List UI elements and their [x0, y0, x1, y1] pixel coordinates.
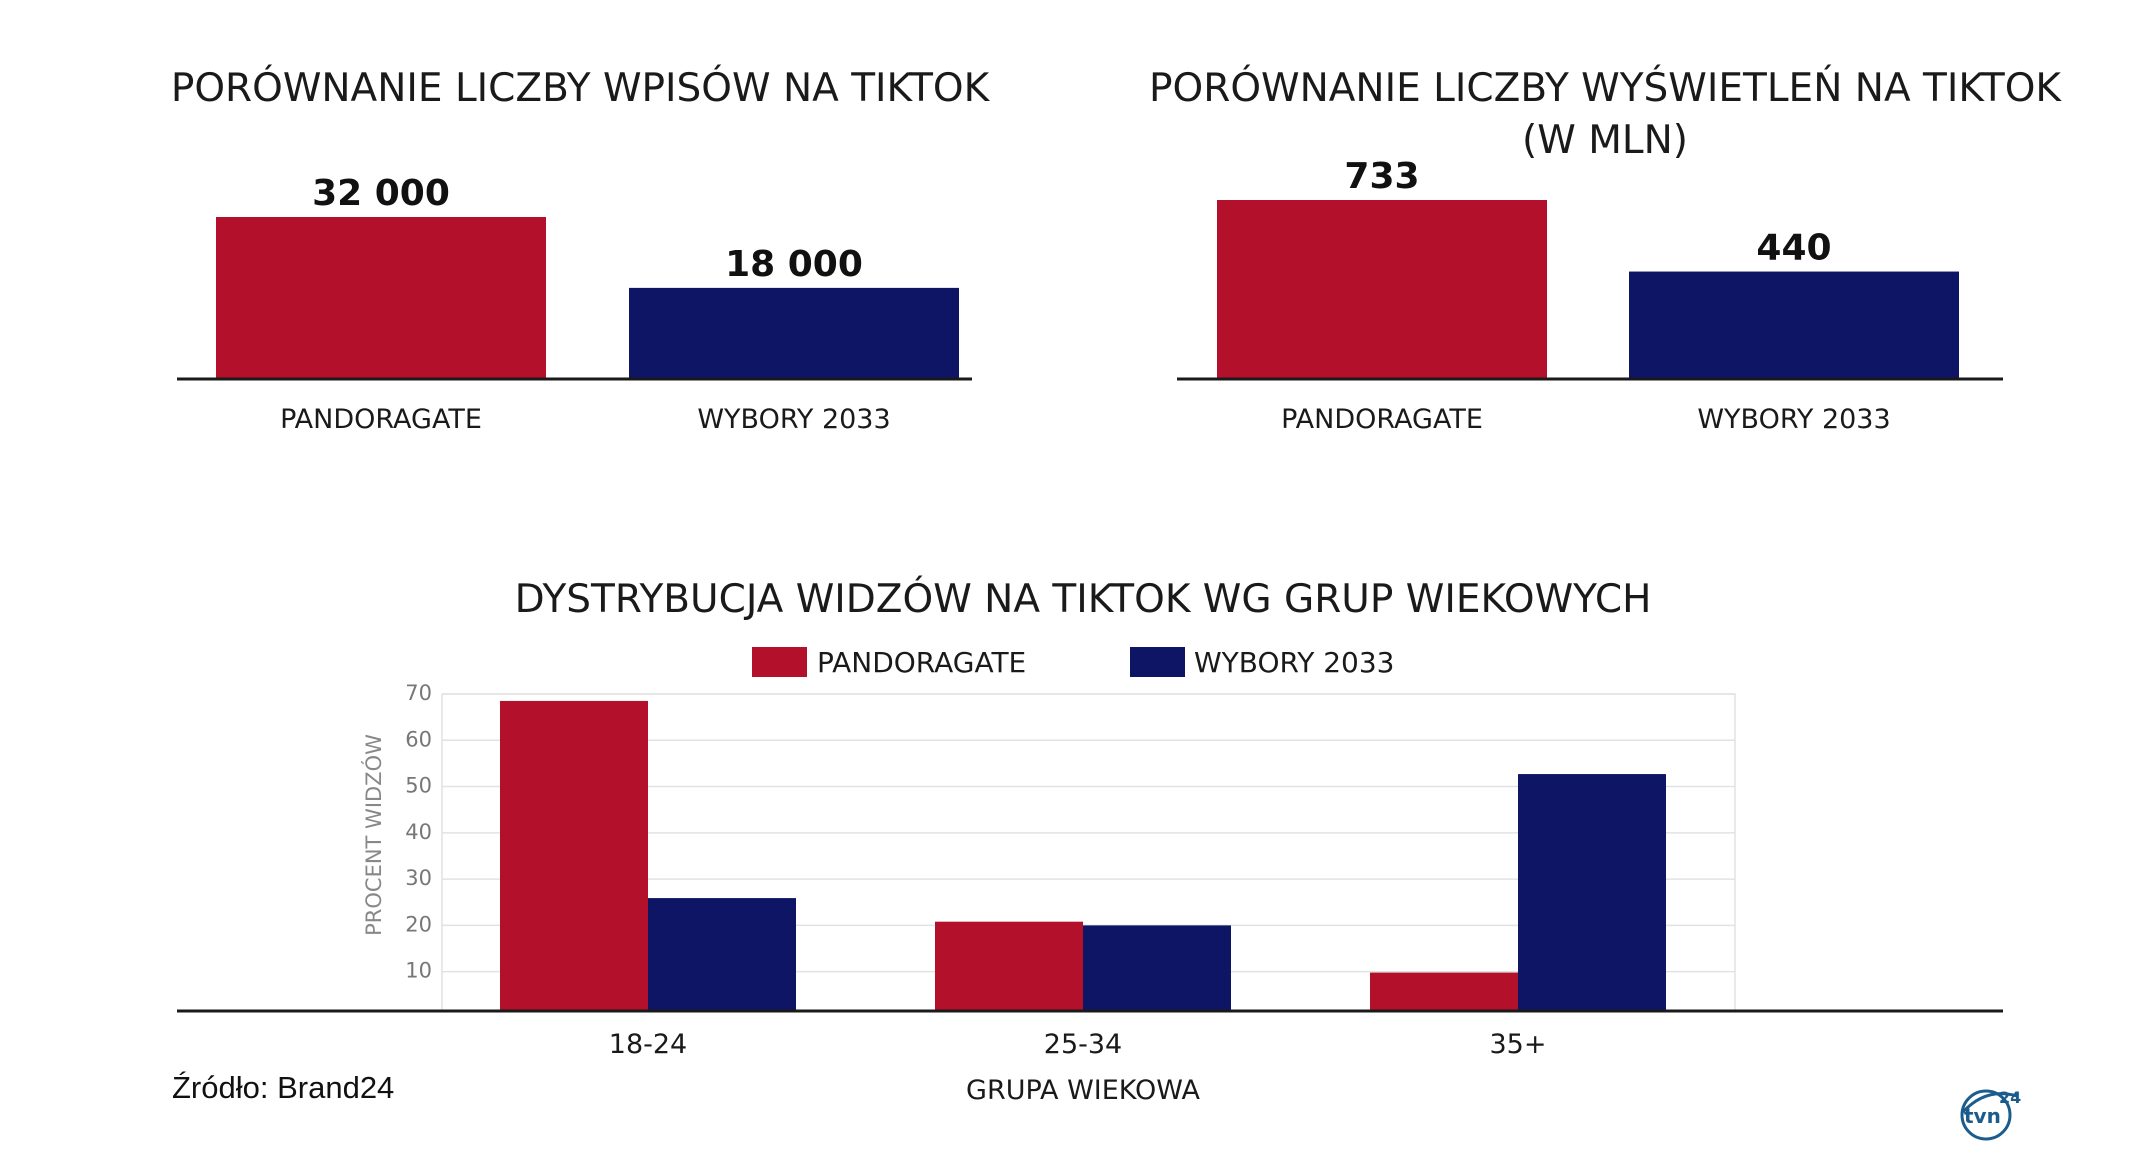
tvn24-logo-icon: tvn 24 [1960, 1088, 2021, 1141]
chart-title: DYSTRYBUCJA WIDZÓW NA TIKTOK WG GRUP WIE… [515, 575, 1652, 622]
legend-swatch [1130, 647, 1185, 677]
legend-label: WYBORY 2033 [1194, 646, 1394, 679]
chart-title: PORÓWNANIE LICZBY WYŚWIETLEŃ NA TIKTOK [1149, 64, 2062, 111]
bar-pandoragate-18-24 [500, 700, 648, 1011]
bar-pandoragate [1217, 200, 1547, 379]
logo-suffix: 24 [1999, 1088, 2021, 1107]
bar-pandoragate [216, 217, 546, 379]
x-tick-label: 25-34 [1044, 1029, 1122, 1060]
data-label: 18 000 [725, 244, 863, 285]
x-axis-title: GRUPA WIEKOWA [966, 1075, 1200, 1106]
bar-wybory-2033-35+ [1518, 774, 1666, 1011]
category-label: PANDORAGATE [280, 404, 482, 435]
y-tick-label: 60 [405, 727, 432, 751]
y-axis-title: PROCENT WIDZÓW [361, 734, 386, 936]
y-tick-label: 40 [405, 820, 432, 844]
category-label: WYBORY 2033 [1697, 404, 1890, 435]
y-tick-label: 70 [405, 681, 432, 705]
data-label: 32 000 [312, 173, 450, 214]
bar-wybory-2033 [629, 287, 959, 379]
category-label: WYBORY 2033 [697, 404, 890, 435]
x-tick-label: 18-24 [609, 1029, 687, 1060]
y-tick-label: 10 [405, 959, 432, 983]
legend-swatch [752, 647, 807, 677]
y-tick-label: 20 [405, 912, 432, 936]
bar-pandoragate-25-34 [935, 921, 1083, 1011]
category-label: PANDORAGATE [1281, 404, 1483, 435]
bar-wybory-2033-18-24 [648, 898, 796, 1011]
y-tick-label: 50 [405, 774, 432, 798]
chart-3: DYSTRYBUCJA WIDZÓW NA TIKTOK WG GRUP WIE… [177, 575, 2003, 1106]
bar-pandoragate-35+ [1370, 972, 1518, 1011]
bar-wybory-2033 [1629, 271, 1959, 379]
chart-title: PORÓWNANIE LICZBY WPISÓW NA TIKTOK [171, 64, 991, 111]
data-label: 733 [1344, 156, 1419, 197]
bar-wybory-2033-25-34 [1083, 925, 1231, 1011]
x-tick-label: 35+ [1490, 1029, 1547, 1060]
data-label: 440 [1756, 228, 1831, 269]
y-tick-label: 30 [405, 866, 432, 890]
source-note: Źródło: Brand24 [172, 1070, 395, 1105]
chart-2: PORÓWNANIE LICZBY WYŚWIETLEŃ NA TIKTOK (W… [1149, 64, 2062, 435]
chart-1: PORÓWNANIE LICZBY WPISÓW NA TIKTOK 32 000… [171, 64, 991, 435]
chart-title: (W MLN) [1522, 118, 1688, 163]
legend-label: PANDORAGATE [817, 646, 1026, 679]
logo-text: tvn [1964, 1104, 2001, 1128]
